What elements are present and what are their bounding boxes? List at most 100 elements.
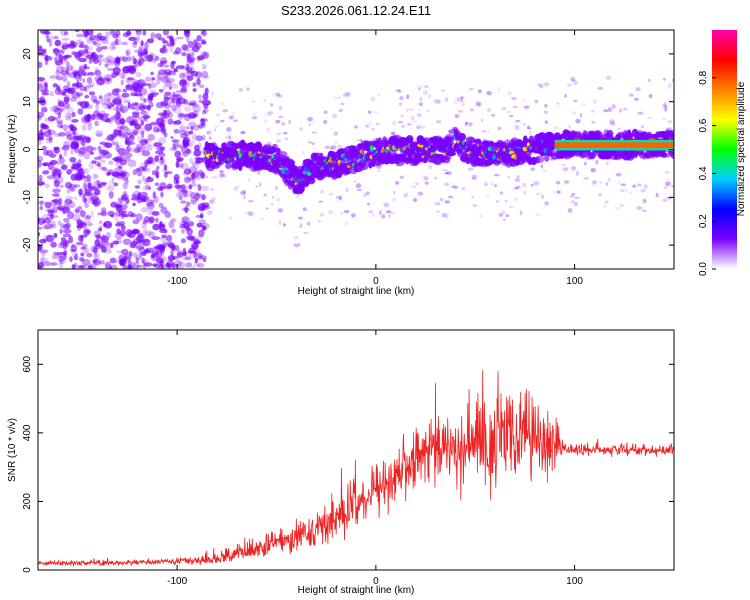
scatter-speckle bbox=[372, 111, 379, 114]
noise-speckle bbox=[184, 206, 189, 214]
chart-title: S233.2026.061.12.24.E11 bbox=[281, 3, 431, 18]
noise-speckle bbox=[168, 220, 175, 229]
noise-speckle bbox=[203, 103, 209, 109]
noise-speckle bbox=[81, 195, 86, 203]
scatter-speckle bbox=[417, 85, 423, 89]
scatter-speckle bbox=[667, 120, 673, 123]
noise-speckle bbox=[103, 152, 112, 159]
noise-speckle bbox=[120, 79, 124, 86]
noise-speckle bbox=[92, 146, 97, 151]
noise-speckle bbox=[134, 123, 142, 130]
noise-speckle bbox=[94, 69, 102, 76]
scatter-speckle bbox=[434, 201, 440, 206]
scatter-speckle bbox=[353, 180, 356, 183]
noise-speckle bbox=[187, 139, 196, 144]
noise-speckle bbox=[186, 75, 194, 81]
scatter-speckle bbox=[574, 202, 578, 206]
noise-speckle bbox=[66, 211, 74, 220]
noise-speckle bbox=[126, 145, 132, 152]
scatter-speckle bbox=[468, 121, 473, 127]
scatter-speckle bbox=[270, 203, 274, 206]
scatter-speckle bbox=[507, 110, 511, 114]
noise-speckle bbox=[182, 189, 188, 198]
scatter-speckle bbox=[556, 190, 561, 194]
noise-speckle bbox=[38, 45, 43, 51]
noise-speckle bbox=[59, 228, 63, 235]
spectrogram-ylabel: Frequency (Hz) bbox=[7, 115, 18, 184]
scatter-speckle bbox=[554, 126, 559, 130]
scatter-speckle bbox=[611, 104, 616, 109]
noise-speckle bbox=[131, 102, 139, 106]
noise-speckle bbox=[101, 113, 110, 118]
scatter-speckle bbox=[283, 131, 288, 135]
noise-speckle bbox=[44, 223, 53, 230]
noise-speckle bbox=[186, 70, 194, 74]
noise-speckle bbox=[38, 77, 46, 82]
scatter-speckle bbox=[592, 99, 597, 104]
noise-speckle bbox=[79, 209, 86, 218]
noise-speckle bbox=[141, 150, 151, 157]
scatter-speckle bbox=[444, 200, 451, 204]
scatter-speckle bbox=[294, 236, 299, 240]
noise-speckle bbox=[38, 137, 42, 143]
scatter-speckle bbox=[504, 200, 508, 203]
noise-speckle bbox=[71, 111, 76, 118]
noise-speckle bbox=[60, 164, 68, 171]
scatter-speckle bbox=[573, 80, 578, 86]
noise-speckle bbox=[64, 199, 73, 205]
scatter-speckle bbox=[519, 210, 522, 215]
noise-speckle bbox=[71, 166, 77, 170]
scatter-speckle bbox=[423, 85, 429, 88]
noise-speckle bbox=[125, 197, 130, 204]
noise-speckle bbox=[156, 165, 160, 170]
noise-speckle bbox=[190, 196, 197, 204]
noise-speckle bbox=[122, 182, 128, 190]
scatter-speckle bbox=[661, 117, 667, 121]
noise-speckle bbox=[69, 256, 73, 263]
scatter-speckle bbox=[528, 131, 533, 136]
noise-speckle bbox=[113, 59, 121, 67]
scatter-speckle bbox=[235, 185, 240, 188]
noise-speckle bbox=[82, 124, 87, 132]
scatter-speckle bbox=[294, 242, 296, 245]
noise-speckle bbox=[38, 181, 43, 187]
noise-speckle bbox=[98, 220, 103, 224]
scatter-speckle bbox=[257, 170, 261, 175]
noise-speckle bbox=[38, 61, 43, 69]
noise-speckle bbox=[51, 214, 59, 219]
noise-speckle bbox=[55, 53, 61, 57]
noise-speckle bbox=[162, 109, 168, 115]
noise-speckle bbox=[75, 206, 83, 210]
noise-speckle bbox=[137, 46, 146, 51]
scatter-speckle bbox=[638, 181, 641, 186]
noise-speckle bbox=[174, 184, 183, 189]
noise-speckle bbox=[182, 151, 189, 157]
noise-speckle bbox=[63, 150, 68, 157]
scatter-speckle bbox=[521, 182, 527, 188]
noise-speckle bbox=[161, 264, 165, 269]
scatter-speckle bbox=[211, 196, 217, 201]
noise-speckle bbox=[66, 134, 73, 141]
scatter-speckle bbox=[340, 102, 345, 106]
noise-speckle bbox=[39, 206, 43, 211]
scatter-speckle bbox=[366, 202, 371, 206]
noise-speckle bbox=[62, 55, 70, 59]
noise-speckle bbox=[186, 53, 192, 59]
scatter-speckle bbox=[636, 206, 643, 210]
noise-speckle bbox=[191, 172, 196, 180]
noise-speckle bbox=[195, 160, 201, 165]
noise-speckle bbox=[86, 76, 93, 84]
noise-speckle bbox=[119, 105, 129, 113]
scatter-speckle bbox=[298, 216, 304, 219]
scatter-speckle bbox=[221, 173, 227, 178]
noise-speckle bbox=[47, 167, 52, 173]
noise-speckle bbox=[170, 136, 174, 139]
noise-speckle bbox=[84, 192, 93, 197]
noise-speckle bbox=[85, 221, 93, 226]
noise-speckle bbox=[160, 123, 165, 127]
scatter-speckle bbox=[288, 119, 291, 125]
noise-speckle bbox=[182, 80, 190, 89]
noise-speckle bbox=[114, 211, 121, 217]
noise-speckle bbox=[202, 225, 206, 230]
